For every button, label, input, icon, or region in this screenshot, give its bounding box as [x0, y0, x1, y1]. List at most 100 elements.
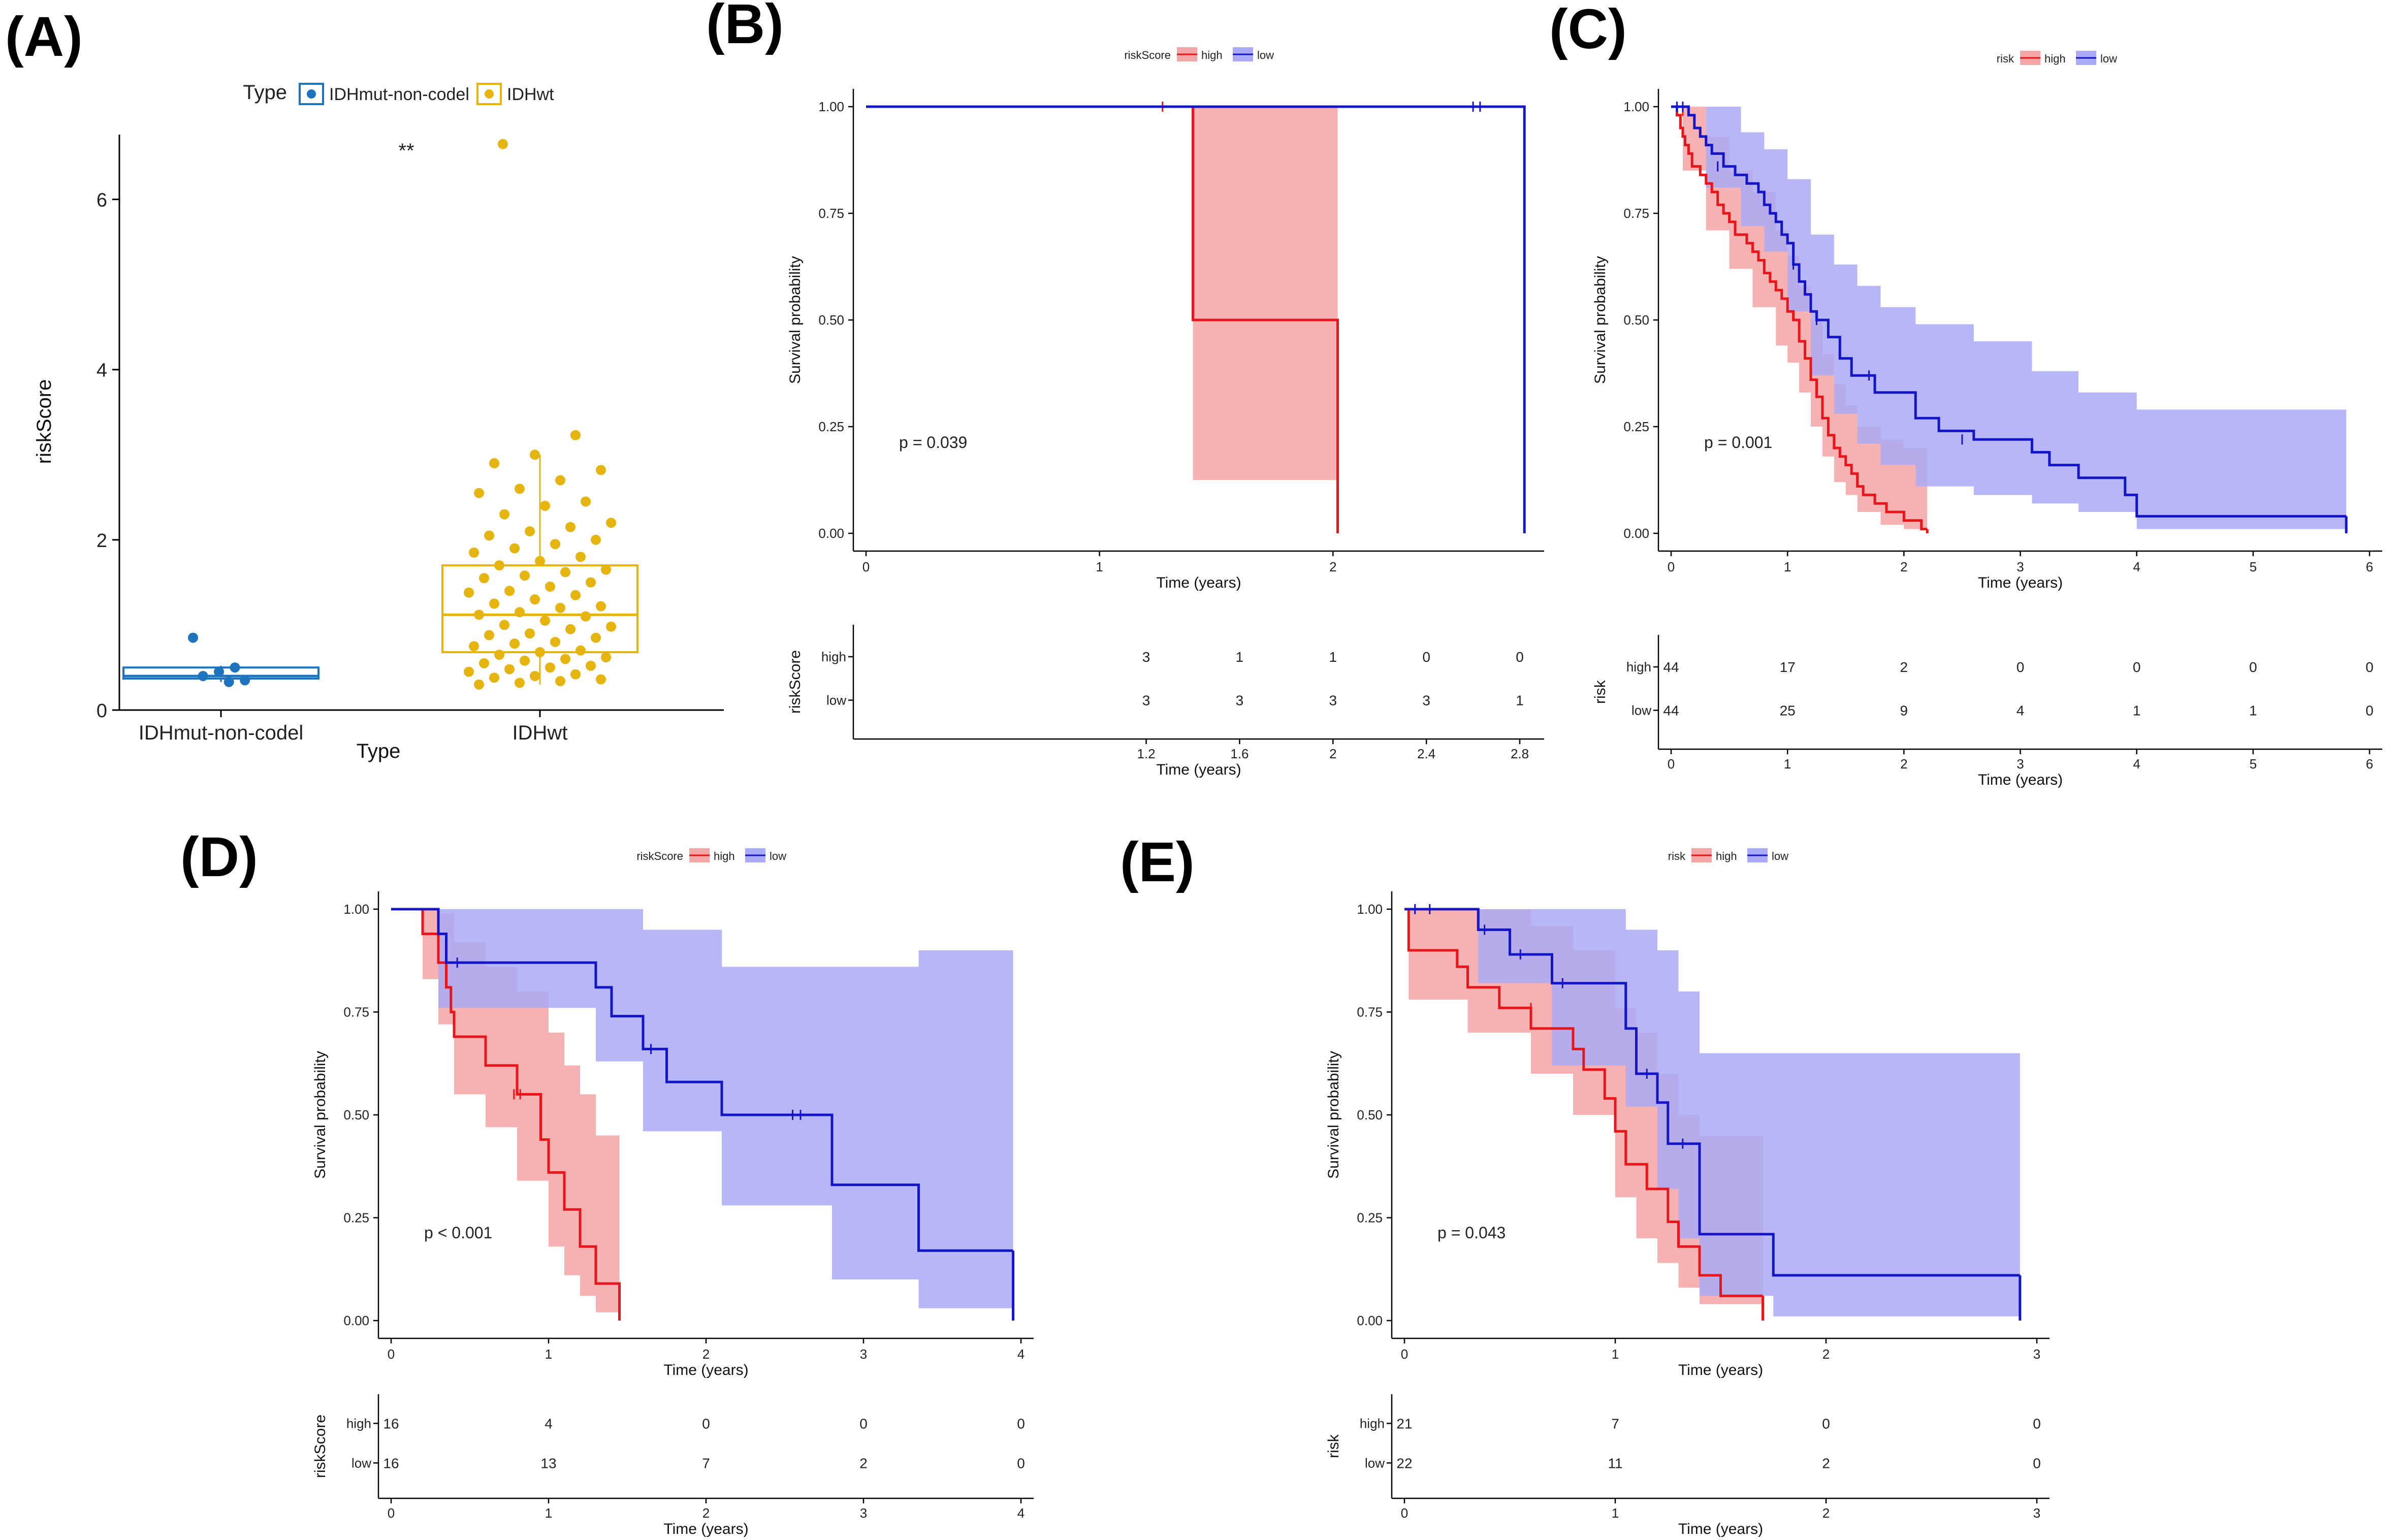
table-group-label-low: low	[1365, 1455, 1385, 1470]
data-point	[520, 570, 530, 581]
data-point	[570, 590, 581, 600]
table-x-tick-label: 0	[388, 1505, 395, 1521]
legend-key-dot	[485, 89, 494, 99]
table-count-high: 2	[1900, 659, 1908, 675]
table-count-low: 1	[2249, 703, 2257, 719]
table-x-tick-label: 2	[1822, 1505, 1830, 1521]
data-point	[520, 655, 530, 666]
data-point	[464, 666, 474, 677]
panel-e: (E) risk high low 0.00 0.25 0.50 0.75 1.00 0 1 2 3 Ti…	[1120, 831, 2050, 1537]
table-count-high: 0	[2017, 659, 2025, 675]
low-confidence-band	[1671, 107, 2347, 533]
panel-a: (A) Type IDHmut-non-codel IDHwt 0 2 4 6 IDHmut-n…	[5, 6, 724, 762]
legend-item: low	[1772, 850, 1788, 862]
table-count-low: 4	[2017, 703, 2025, 719]
low-survival-curve	[1671, 105, 2347, 518]
legend-title: Type	[243, 81, 287, 104]
legend-key-dot	[307, 89, 316, 99]
data-point	[555, 475, 565, 486]
legend-title: risk	[1997, 52, 2014, 65]
x-tick-label: 0	[388, 1346, 395, 1362]
table-y-axis-title: risk	[1592, 680, 1609, 704]
table-x-tick-label: 0	[1401, 1505, 1408, 1521]
table-count-high: 3	[1142, 649, 1150, 665]
high-survival-curve	[391, 908, 621, 1321]
data-point	[509, 543, 520, 554]
table-x-tick-label: 0	[1668, 756, 1675, 772]
table-count-high: 0	[1822, 1416, 1830, 1431]
table-group-label-high: high	[1360, 1416, 1385, 1431]
low-survival-curve	[1404, 908, 2020, 1277]
x-axis-title: Time (years)	[663, 1362, 748, 1378]
table-count-high: 0	[1017, 1416, 1025, 1431]
table-y-axis-title: risk	[1325, 1434, 1342, 1458]
data-point	[469, 547, 479, 558]
y-tick-label: 1.00	[1623, 99, 1649, 114]
data-point	[581, 496, 591, 507]
data-point	[230, 662, 240, 673]
table-count-low: 11	[1608, 1455, 1622, 1471]
panel-label: (D)	[180, 826, 258, 888]
legend-item: low	[770, 850, 786, 862]
y-tick-label: 0.75	[1623, 206, 1649, 221]
data-point	[504, 586, 515, 596]
x-tick-label: IDHwt	[513, 722, 568, 744]
legend-title: risk	[1668, 850, 1686, 862]
y-tick-label: 0	[97, 700, 107, 722]
data-point	[555, 676, 565, 687]
legend-item: low	[1257, 49, 1274, 61]
data-point	[530, 594, 540, 605]
data-point	[479, 658, 489, 668]
y-tick-label: 4	[97, 360, 107, 381]
low-survival-curve	[866, 105, 1526, 533]
table-x-tick-label: 6	[2366, 756, 2373, 772]
p-value: p = 0.001	[1704, 433, 1772, 452]
x-tick-label: 4	[2133, 559, 2140, 574]
table-group-label-high: high	[346, 1416, 371, 1431]
x-tick-label: 0	[862, 559, 870, 574]
y-axis-title: Survival probability	[787, 256, 804, 384]
y-tick-label: 0.75	[1357, 1005, 1383, 1020]
table-count-low: 1	[1516, 693, 1524, 709]
table-x-tick-label: 2	[1900, 756, 1907, 772]
x-axis-title: Type	[357, 740, 401, 762]
data-point	[540, 616, 550, 626]
data-point	[570, 669, 581, 680]
data-point	[515, 607, 525, 618]
table-x-tick-label: 1.6	[1230, 746, 1249, 761]
panel-label-a: (A)	[5, 6, 83, 68]
legend-item: high	[1201, 49, 1223, 61]
legend-item: high	[1716, 850, 1737, 862]
table-x-tick-label: 1	[545, 1505, 552, 1521]
table-y-axis-title: riskScore	[787, 650, 804, 714]
high-survival-curve	[1404, 908, 1763, 1297]
table-count-low: 2	[859, 1455, 868, 1471]
table-x-tick-label: 5	[2250, 756, 2257, 772]
table-count-low: 3	[1236, 693, 1244, 709]
data-point	[525, 526, 535, 537]
table-x-tick-label: 2	[1329, 746, 1336, 761]
data-point	[575, 552, 586, 562]
data-point	[498, 139, 508, 149]
low-survival-curve	[391, 908, 1013, 1252]
y-tick-label: 0.75	[343, 1005, 369, 1020]
table-count-low: 3	[1422, 693, 1430, 709]
panel-c: (C) risk high low 0.00 0.25 0.50 0.75 1.00 0 1 2 3 4 5…	[1549, 0, 2382, 788]
x-tick-label: 1	[1612, 1346, 1619, 1362]
y-tick-label: 0.25	[1623, 419, 1649, 434]
y-tick-label: 0.00	[1357, 1313, 1383, 1328]
table-group-label-low: low	[826, 693, 846, 708]
table-group-label-high: high	[1626, 659, 1651, 675]
x-tick-label: 1	[1784, 559, 1791, 574]
table-count-high: 0	[859, 1416, 868, 1431]
data-point	[474, 679, 484, 690]
significance-mark: **	[398, 140, 414, 162]
data-point	[489, 458, 499, 469]
table-count-high: 1	[1329, 649, 1337, 665]
panel-label: (E)	[1120, 831, 1195, 893]
data-point	[223, 677, 234, 687]
table-count-high: 0	[1422, 649, 1430, 665]
data-point	[504, 664, 515, 675]
legend-item: high	[714, 850, 735, 862]
table-count-high: 0	[2133, 659, 2141, 675]
